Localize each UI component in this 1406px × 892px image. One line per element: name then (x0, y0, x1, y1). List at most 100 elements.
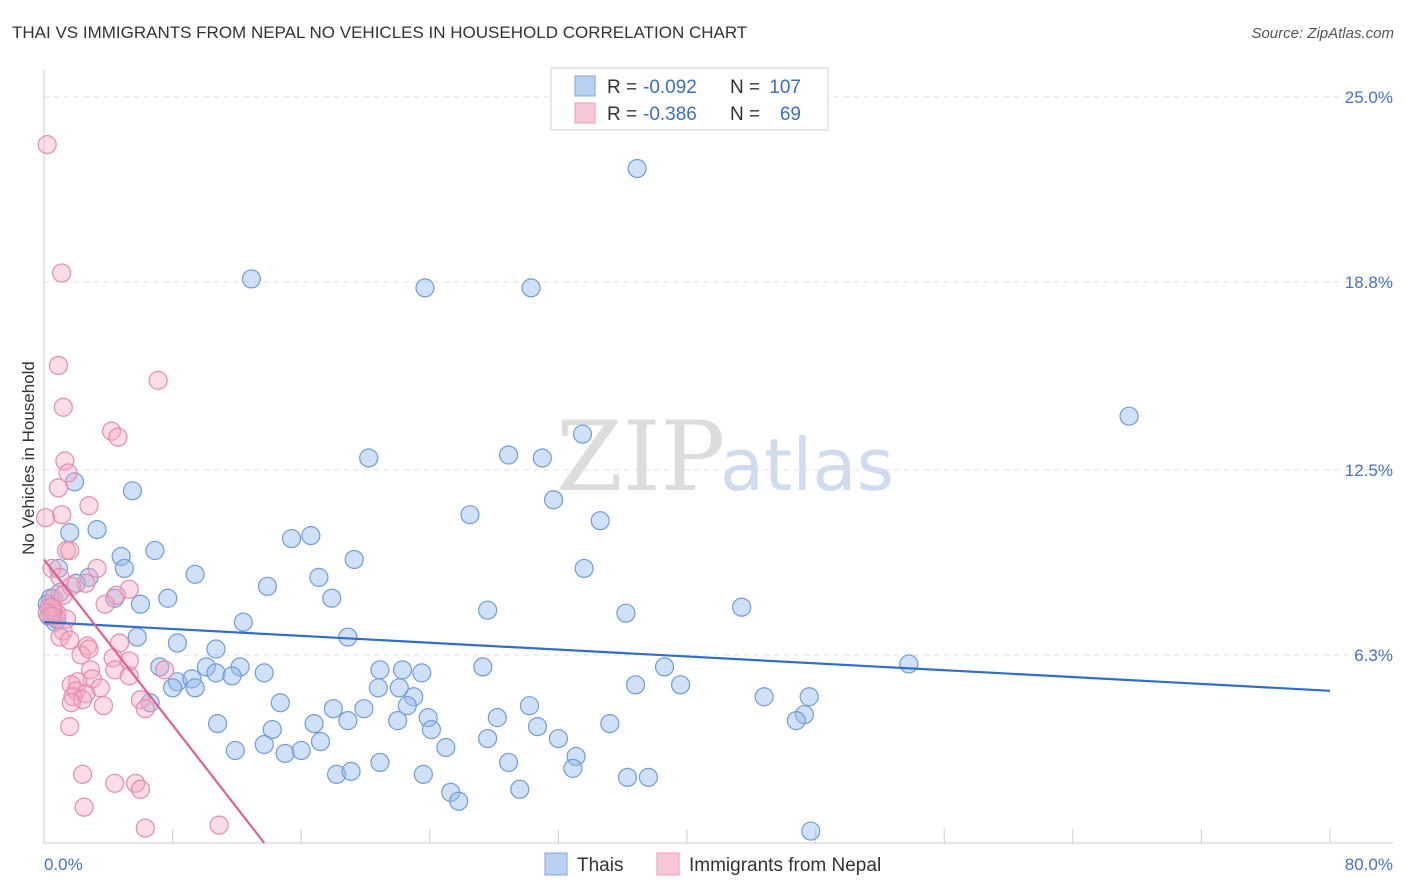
scatter-point (206, 639, 226, 659)
scatter-point (135, 818, 155, 838)
scatter-point (617, 767, 638, 787)
scatter-point (473, 657, 493, 677)
scatter-point (52, 505, 72, 525)
scatter-point (574, 558, 594, 579)
bottom-legend-swatch-nepal (656, 852, 680, 876)
scatter-point (254, 734, 274, 755)
scatter-point (163, 678, 183, 698)
scatter-point (72, 690, 93, 710)
trend-line-nepal (43, 558, 266, 844)
scatter-point (590, 511, 610, 531)
scatter-point (616, 603, 636, 623)
scatter-point (370, 752, 390, 773)
scatter-point (233, 612, 253, 632)
scatter-point (532, 448, 552, 468)
scatter-point (600, 714, 620, 734)
scatter-point (754, 687, 774, 707)
scatter-point (413, 764, 433, 784)
scatter-point (262, 719, 282, 740)
scatter-point (167, 633, 188, 653)
scatter-point (301, 525, 321, 546)
bottom-legend-swatch-thais (544, 852, 568, 876)
scatter-point (354, 699, 374, 719)
scatter-point (388, 711, 408, 731)
scatter-point (79, 639, 99, 659)
scatter-point (627, 158, 647, 179)
legend-n-label-thais: N = (730, 77, 760, 98)
scatter-point (344, 549, 364, 570)
scatter-point (37, 135, 57, 155)
scatter-point (415, 278, 435, 298)
series-nepal (36, 135, 229, 838)
scatter-point (127, 627, 147, 647)
scatter-point (222, 666, 242, 686)
scatter-point (48, 355, 69, 376)
scatter-point (158, 588, 178, 608)
scatter-point (105, 773, 125, 793)
legend-r-label-nepal: R = (607, 104, 637, 125)
scatter-point (1119, 406, 1139, 426)
legend-r-value-nepal: -0.386 (643, 104, 697, 125)
scatter-point (58, 463, 78, 483)
scatter-point (72, 764, 93, 784)
scatter-point (87, 520, 107, 540)
scatter-point (225, 740, 245, 761)
scatter-point (42, 606, 62, 626)
watermark-zip: ZIP (556, 401, 725, 513)
scatter-point (145, 540, 165, 561)
scatter-point (436, 737, 456, 758)
scatter-point (519, 696, 540, 716)
scatter-point (638, 767, 659, 787)
scatter-point (60, 523, 80, 543)
scatter-point (338, 711, 358, 731)
bottom-legend-label-nepal: Immigrants from Nepal (689, 855, 881, 876)
gridlines (44, 96, 1393, 656)
trend-lines (43, 558, 1331, 844)
scatter-point (196, 657, 216, 677)
scatter-point (87, 558, 107, 579)
scatter-point (111, 546, 131, 567)
scatter-point (114, 558, 134, 579)
scatter-point (53, 397, 73, 417)
bottom-legend: Thais Immigrants from Nepal (544, 852, 881, 876)
scatter-point (449, 791, 469, 811)
scatter-point (370, 660, 390, 680)
scatter-point (304, 714, 324, 734)
legend-r-label-thais: R = (607, 77, 637, 98)
scatter-point (154, 660, 175, 680)
scatter-point (670, 675, 691, 695)
scatter-point (74, 797, 94, 817)
scatter-point (241, 269, 261, 289)
scatter-point (130, 594, 151, 614)
scatter-point (257, 576, 278, 596)
watermark-atlas: atlas (720, 423, 894, 507)
scatter-point (135, 699, 155, 719)
scatter-points (36, 135, 1139, 841)
scatter-point (359, 448, 379, 468)
legend-swatch-thais (574, 75, 596, 97)
scatter-point (521, 278, 541, 298)
scatter-point (208, 714, 228, 734)
scatter-point (543, 490, 564, 510)
scatter-point (119, 666, 139, 686)
scatter-point (148, 370, 168, 390)
scatter-point (60, 540, 80, 561)
scatter-point (548, 728, 569, 749)
scatter-point (478, 600, 498, 620)
scatter-point (281, 528, 302, 549)
scatter-point (625, 675, 646, 695)
legend-n-value-thais: 107 (769, 77, 801, 98)
scatter-point (563, 758, 583, 778)
scatter-point (801, 821, 821, 841)
scatter-point (105, 588, 125, 608)
x-tick-label-min: 0.0% (44, 855, 83, 874)
scatter-point (899, 654, 919, 674)
scatter-point (36, 508, 56, 528)
scatter-point (93, 696, 114, 716)
scatter-point (397, 696, 417, 716)
bottom-legend-label-thais: Thais (577, 855, 623, 876)
scatter-point (510, 779, 530, 799)
scatter-point (389, 678, 409, 698)
x-tick-labels: 0.0% 80.0% (44, 855, 1393, 874)
